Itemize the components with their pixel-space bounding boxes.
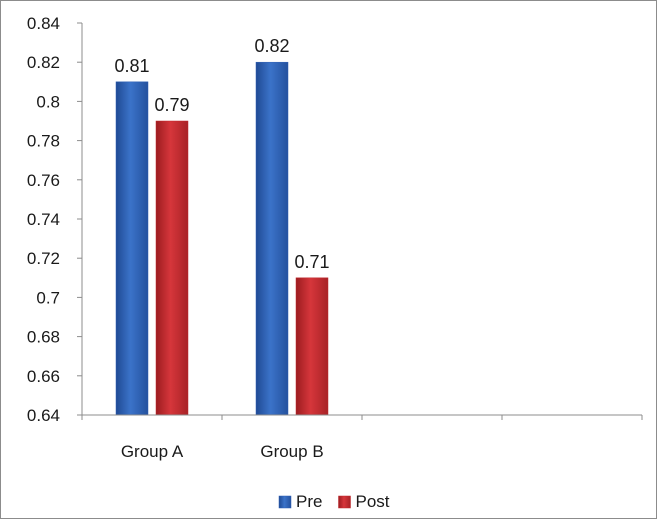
x-axis: Group A Group B — [81, 414, 643, 461]
y-tick-label: 0.72 — [27, 249, 60, 268]
legend-label-post: Post — [356, 492, 390, 511]
y-tick-label: 0.76 — [27, 171, 60, 190]
data-label: 0.81 — [114, 56, 149, 76]
x-category-label: Group B — [260, 442, 323, 461]
y-tick-label: 0.84 — [27, 14, 60, 33]
y-tick-label: 0.74 — [27, 210, 60, 229]
legend-swatch-post — [338, 495, 351, 509]
bar-post-group-a — [155, 120, 189, 416]
data-labels: 0.810.79 0.82 0.71 — [114, 36, 329, 272]
y-tick-label: 0.64 — [27, 406, 60, 425]
y-axis: 0.64 0.66 0.68 0.7 0.72 0.74 0.76 0.78 0.8 0.82 0.… — [27, 14, 83, 425]
y-tick-label: 0.8 — [36, 92, 60, 111]
y-tick-label: 0.68 — [27, 328, 60, 347]
legend-label-pre: Pre — [296, 492, 322, 511]
y-tick-label: 0.78 — [27, 132, 60, 151]
bar-post-group-b — [295, 277, 329, 416]
legend: Pre Post — [278, 492, 390, 511]
data-label: 0.79 — [154, 95, 189, 115]
bar-pre-group-a — [115, 81, 149, 416]
bars — [115, 61, 329, 416]
y-tick-label: 0.66 — [27, 367, 60, 386]
legend-swatch-pre — [278, 495, 292, 509]
data-label: 0.71 — [294, 252, 329, 272]
bar-pre-group-b — [255, 61, 289, 416]
y-tick-label: 0.82 — [27, 53, 60, 72]
y-tick-label: 0.7 — [36, 288, 60, 307]
data-label: 0.82 — [254, 36, 289, 56]
x-category-label: Group A — [121, 442, 184, 461]
